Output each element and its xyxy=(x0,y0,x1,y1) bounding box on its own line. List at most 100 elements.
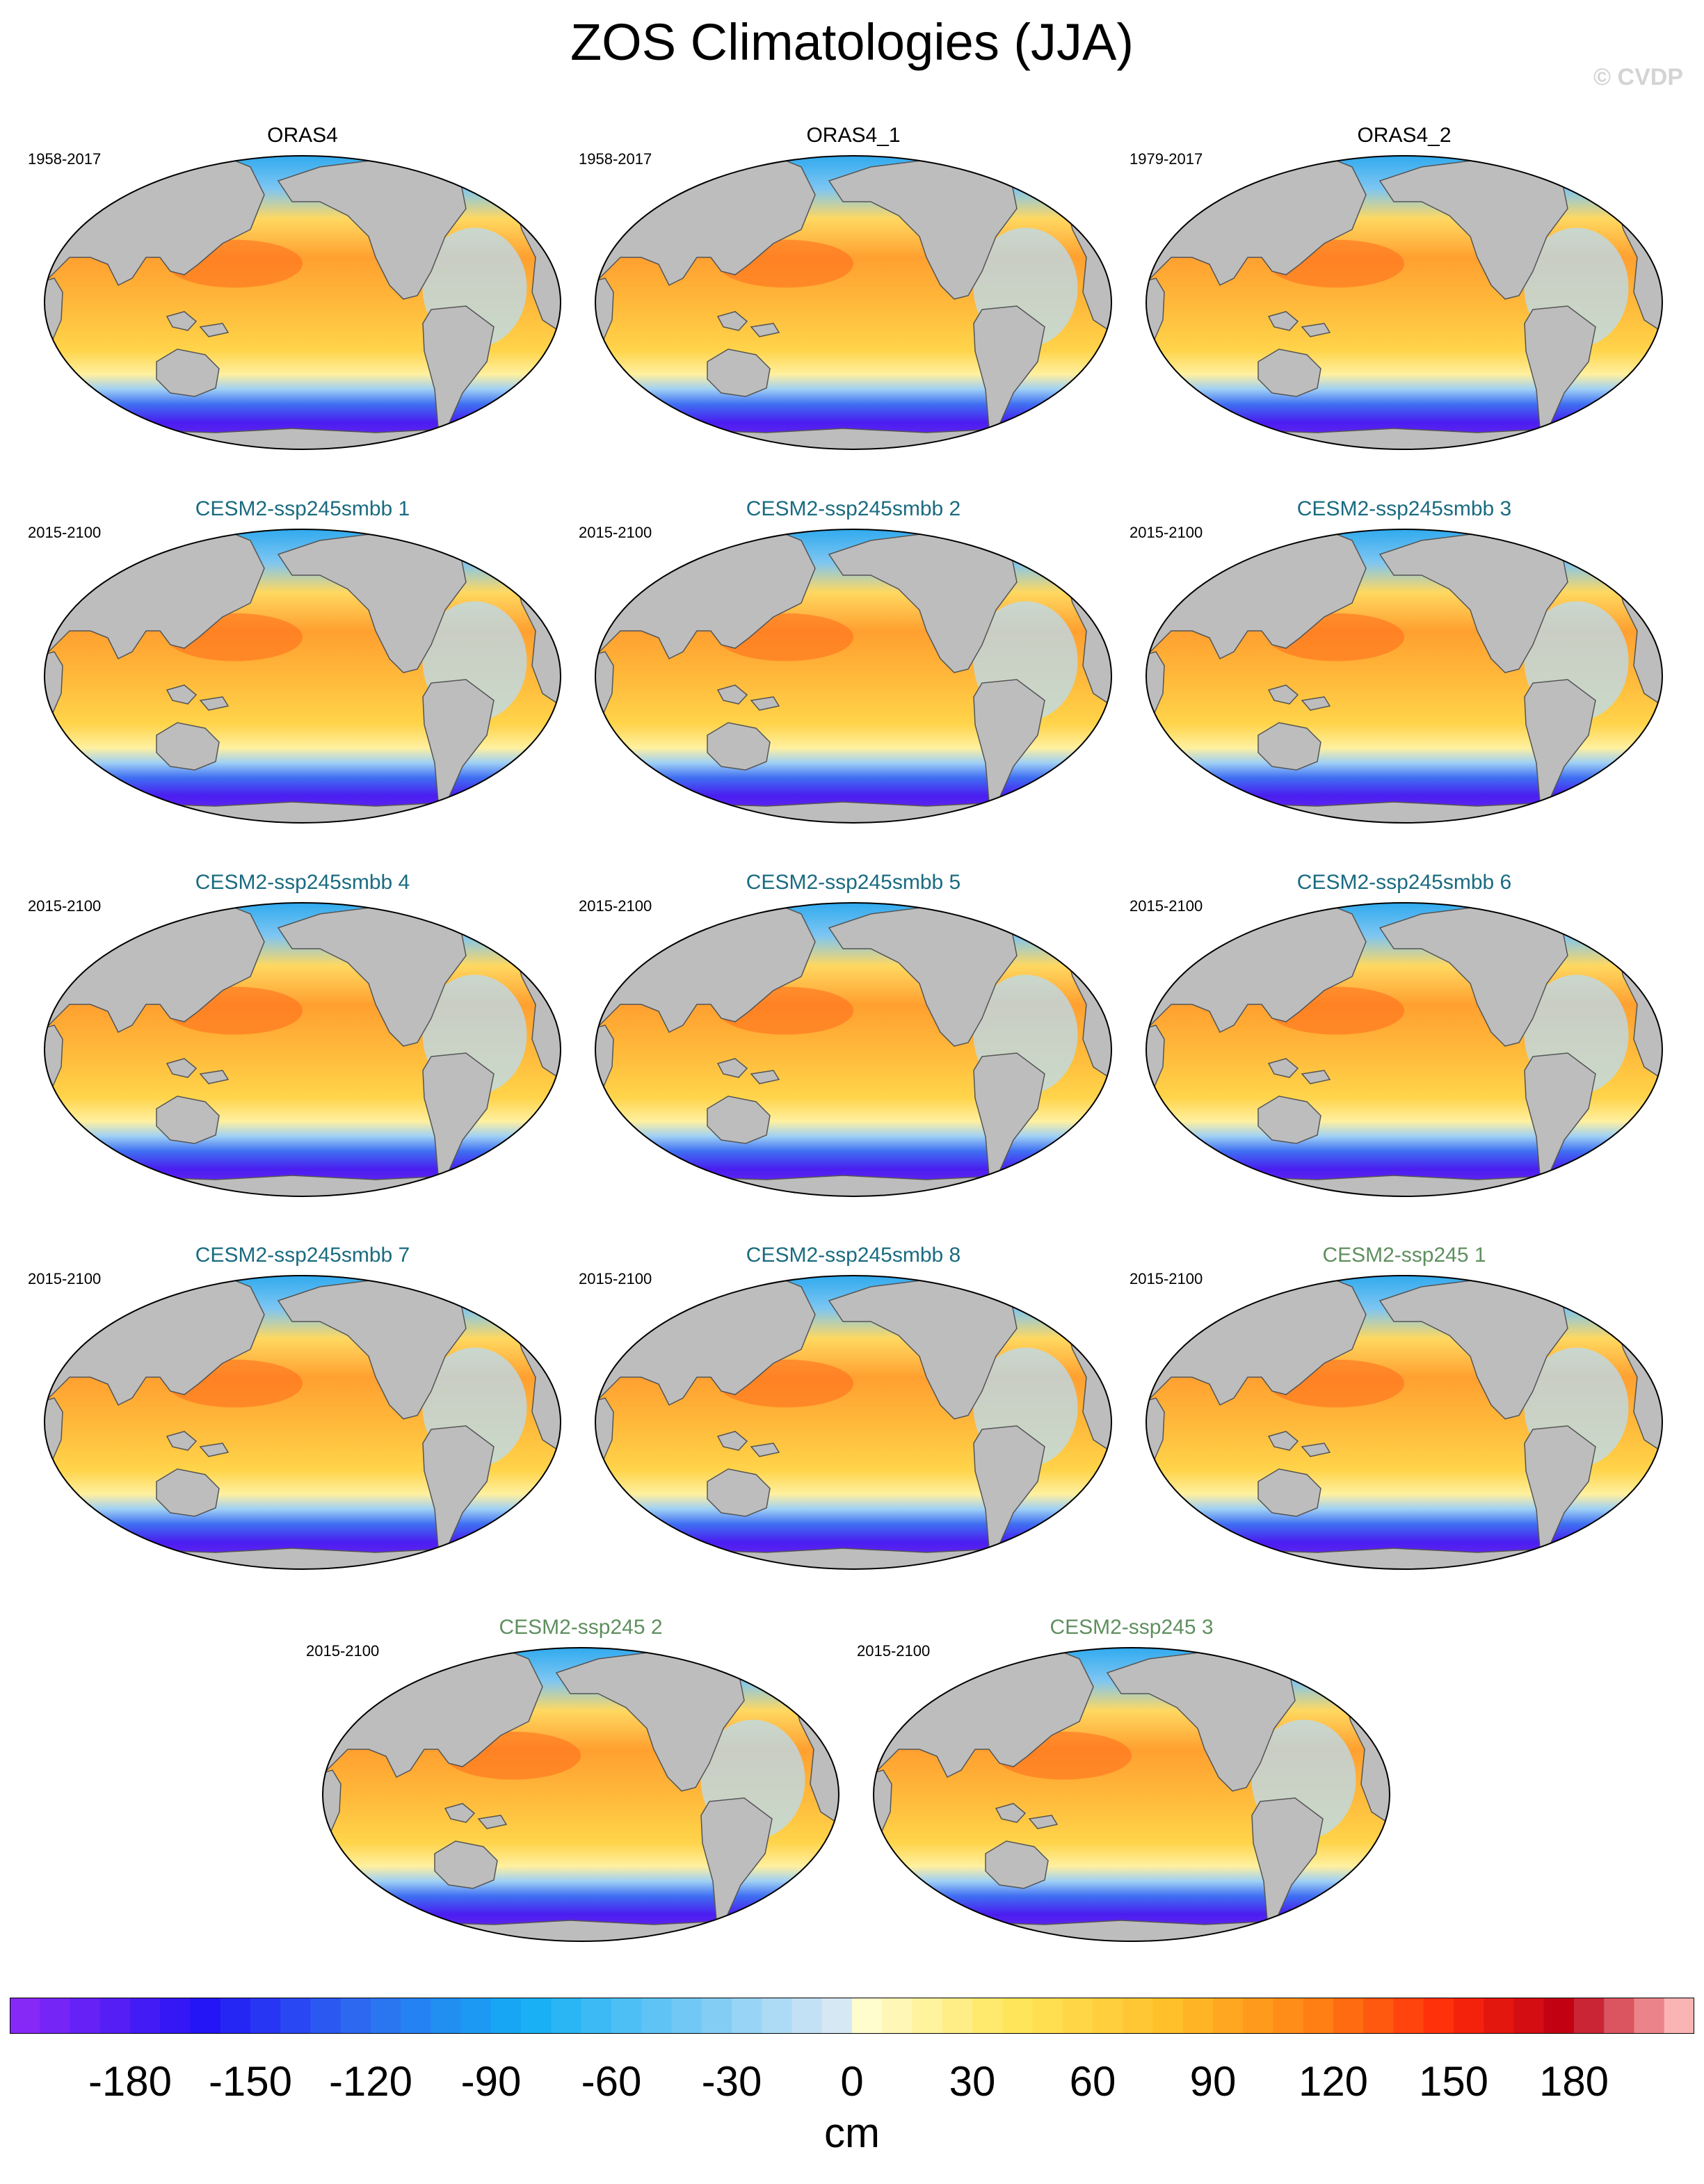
colorbar-box xyxy=(40,1998,71,2034)
land-antarctica xyxy=(45,1175,561,1196)
panel-years: 2015-2100 xyxy=(1130,524,1203,541)
map-plot xyxy=(1146,1275,1663,1570)
colorbar-box xyxy=(1032,1998,1063,2034)
land-maritime-continent xyxy=(716,1058,780,1084)
map-plot xyxy=(1146,902,1663,1197)
map-boundary xyxy=(595,155,1112,450)
colorbar-box xyxy=(250,1998,281,2034)
map-plot xyxy=(1146,529,1663,824)
map-panel: CESM2-ssp245smbb 8 2015-2100 xyxy=(579,1244,1128,1591)
colorbar-box xyxy=(551,1998,582,2034)
colorbar-tick-label: -30 xyxy=(701,2058,762,2105)
colorbar-tick-label: 150 xyxy=(1418,2058,1489,2105)
panel-title: ORAS4_1 xyxy=(806,124,901,147)
colorbar-box xyxy=(1513,1998,1545,2034)
map-plot xyxy=(44,1275,561,1570)
land-maritime-continent xyxy=(1267,311,1331,337)
panel-title: CESM2-ssp245smbb 4 xyxy=(195,871,410,894)
colorbar-box xyxy=(641,1998,673,2034)
panel-years: 2015-2100 xyxy=(28,1270,102,1287)
panel-years: 2015-2100 xyxy=(28,524,102,541)
panel-title: CESM2-ssp245smbb 7 xyxy=(195,1244,410,1267)
colorbar-box xyxy=(1363,1998,1394,2034)
colorbar-box xyxy=(10,1998,40,2034)
land-maritime-continent xyxy=(166,684,230,711)
land-australia xyxy=(985,1840,1049,1889)
colorbar-box xyxy=(701,1998,732,2034)
map-boundary xyxy=(1146,529,1663,824)
land-australia xyxy=(156,722,220,771)
map-panel: CESM2-ssp245smbb 6 2015-2100 xyxy=(1130,871,1679,1219)
map-panel: CESM2-ssp245smbb 3 2015-2100 xyxy=(1130,497,1679,845)
colorbar-box xyxy=(190,1998,221,2034)
panel-title: CESM2-ssp245 1 xyxy=(1322,1244,1486,1267)
map-boundary xyxy=(1146,155,1663,450)
land-maritime-continent xyxy=(166,1058,230,1084)
map-plot xyxy=(595,1275,1112,1570)
colorbar-box xyxy=(220,1998,251,2034)
colorbar-box xyxy=(821,1998,853,2034)
colorbar-tick-label: 120 xyxy=(1298,2058,1369,2105)
panel-title: ORAS4_2 xyxy=(1357,124,1452,147)
map-boundary xyxy=(873,1647,1390,1942)
map-boundary xyxy=(44,155,561,450)
colorbar-box xyxy=(611,1998,642,2034)
panel-title: CESM2-ssp245smbb 1 xyxy=(195,497,410,520)
map-boundary xyxy=(44,1275,561,1570)
map-plot xyxy=(595,902,1112,1197)
panel-title: CESM2-ssp245smbb 2 xyxy=(746,497,961,520)
colorbar-box xyxy=(1543,1998,1575,2034)
map-panel: ORAS4 1958-2017 xyxy=(28,124,577,472)
panel-title: ORAS4 xyxy=(267,124,338,147)
land-australia xyxy=(1257,1468,1321,1517)
map-panel: CESM2-ssp245 3 2015-2100 xyxy=(857,1616,1406,1964)
colorbar-tick-label: -150 xyxy=(208,2058,293,2105)
colorbar-box xyxy=(1182,1998,1214,2034)
colorbar-frame xyxy=(10,1998,1694,2034)
figure-title: ZOS Climatologies (JJA) xyxy=(570,13,1134,71)
panel-years: 2015-2100 xyxy=(579,1270,652,1287)
land-antarctica xyxy=(595,1548,1111,1569)
colorbar-box xyxy=(1423,1998,1454,2034)
map-panel: CESM2-ssp245smbb 5 2015-2100 xyxy=(579,871,1128,1219)
land-australia xyxy=(1257,348,1321,397)
map-panel: CESM2-ssp245smbb 4 2015-2100 xyxy=(28,871,577,1219)
land-australia xyxy=(434,1840,498,1889)
colorbar-box xyxy=(1333,1998,1364,2034)
colorbar-box xyxy=(401,1998,432,2034)
map-boundary xyxy=(44,529,561,824)
colorbar-box xyxy=(1484,1998,1515,2034)
panel-title: CESM2-ssp245smbb 6 xyxy=(1296,871,1512,894)
panel-title: CESM2-ssp245 3 xyxy=(1050,1616,1214,1639)
land-antarctica xyxy=(595,1175,1111,1196)
colorbar-box xyxy=(491,1998,522,2034)
colorbar-box xyxy=(1574,1998,1605,2034)
land-australia xyxy=(1257,722,1321,771)
colorbar-box xyxy=(1393,1998,1424,2034)
map-plot xyxy=(873,1647,1390,1942)
map-boundary xyxy=(1146,902,1663,1197)
map-panel: ORAS4_2 1979-2017 xyxy=(1130,124,1679,472)
colorbar-tick-label: 180 xyxy=(1538,2058,1609,2105)
land-australia xyxy=(1257,1095,1321,1144)
map-boundary xyxy=(44,902,561,1197)
panel-title: CESM2-ssp245smbb 5 xyxy=(746,871,961,894)
map-panel: CESM2-ssp245smbb 2 2015-2100 xyxy=(579,497,1128,845)
panel-years: 1958-2017 xyxy=(579,150,652,168)
colorbar-box xyxy=(371,1998,401,2034)
map-plot xyxy=(322,1647,839,1942)
colorbar-box xyxy=(1123,1998,1154,2034)
land-australia xyxy=(156,1095,220,1144)
map-panel: CESM2-ssp245 2 2015-2100 xyxy=(306,1616,855,1964)
colorbar-tick-label: -120 xyxy=(328,2058,413,2105)
land-antarctica xyxy=(595,428,1111,449)
panel-years: 2015-2100 xyxy=(579,524,652,541)
map-panel: CESM2-ssp245 1 2015-2100 xyxy=(1130,1244,1679,1591)
colorbar-tick-label: -180 xyxy=(88,2058,172,2105)
map-boundary xyxy=(595,902,1112,1197)
colorbar-tick-label: 30 xyxy=(949,2058,996,2105)
land-antarctica xyxy=(323,1920,839,1941)
colorbar-box xyxy=(160,1998,191,2034)
colorbar-box xyxy=(1062,1998,1093,2034)
colorbar-box xyxy=(1604,1998,1635,2034)
